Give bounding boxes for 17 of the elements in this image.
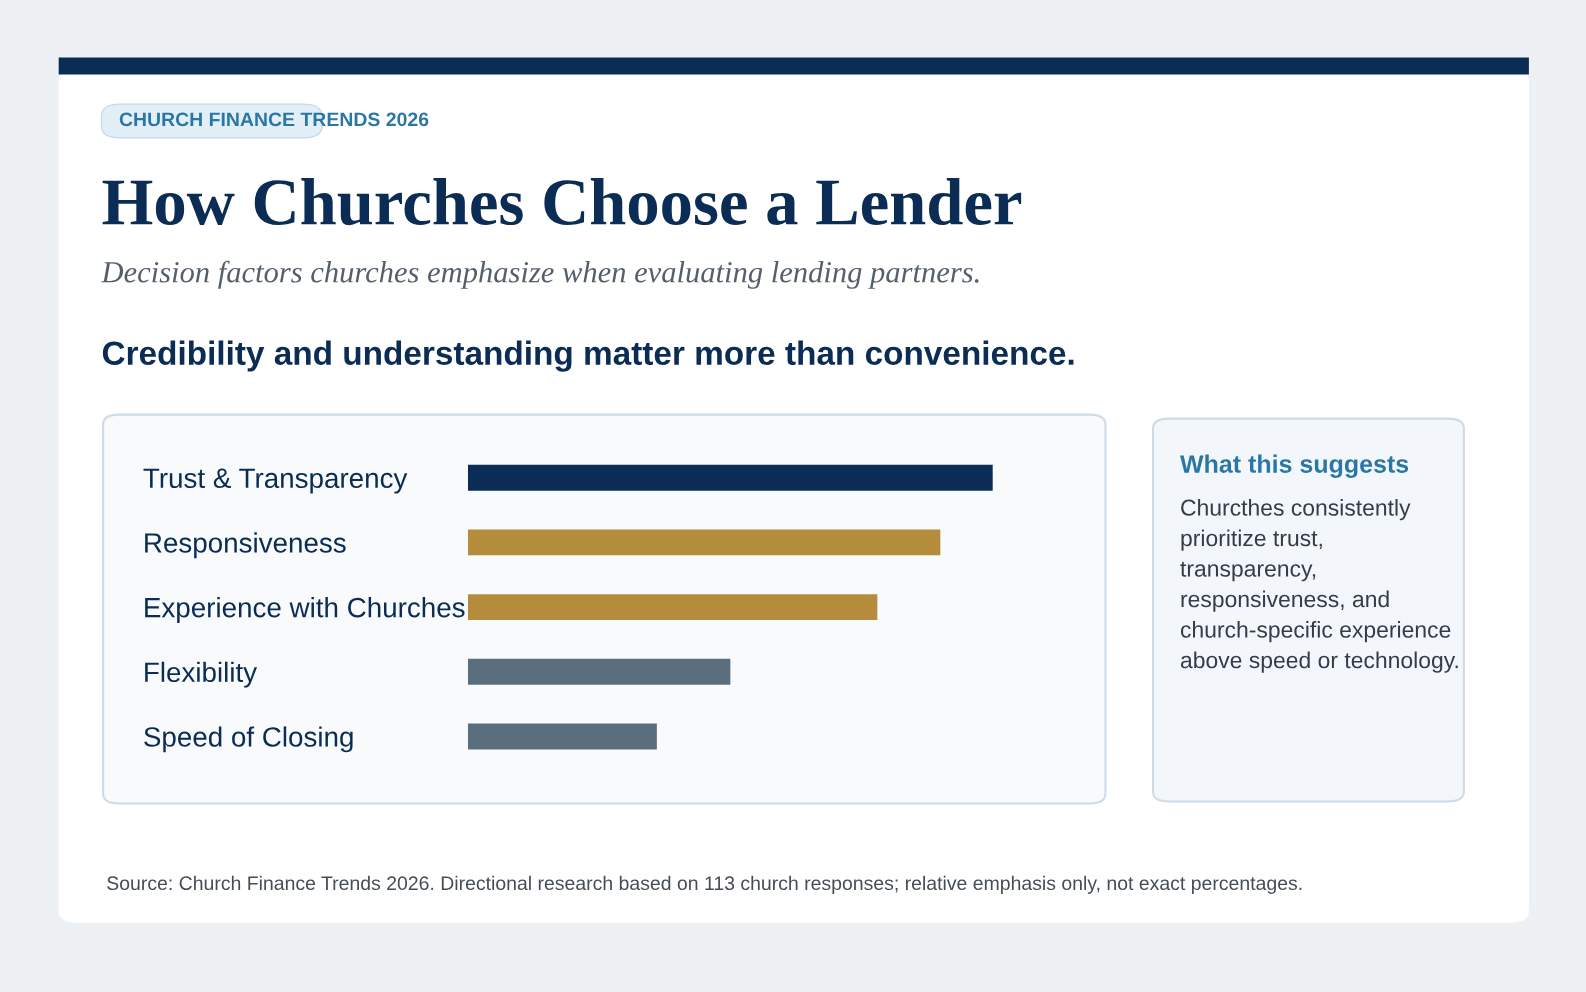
bar — [467, 658, 731, 685]
chart-subtitle: Decision factors churches emphasize when evaluating lending partners. — [101, 260, 979, 289]
bar — [467, 594, 878, 621]
chart-title: How Churches Choose a Lender — [102, 178, 1022, 226]
text: What this suggests — [1180, 454, 1409, 478]
y-tick-label: Experience with Churches — [145, 597, 465, 623]
y-tick-label: Flexibility — [145, 661, 258, 688]
text: CHURCH FINANCE TRENDS 2026 — [119, 112, 429, 127]
bar — [467, 529, 941, 556]
bar — [467, 723, 657, 750]
y-tick-label: Trust & Transparency — [143, 468, 408, 494]
bar — [467, 464, 993, 491]
text: Churcthes consistently prioritize trust, transparency, responsiveness, and church-specific experience above speed or technology. — [1180, 498, 1458, 673]
source-note: Source: Church Finance Trends 2026. Directional research based on 113 church responses; relative emphasis only, not exact percentages. — [107, 875, 1302, 894]
y-tick-label: Responsiveness — [145, 532, 346, 559]
y-tick-label: Speed of Closing — [144, 726, 353, 753]
text: Credibility and understanding matter more than convenience. — [102, 340, 1074, 372]
